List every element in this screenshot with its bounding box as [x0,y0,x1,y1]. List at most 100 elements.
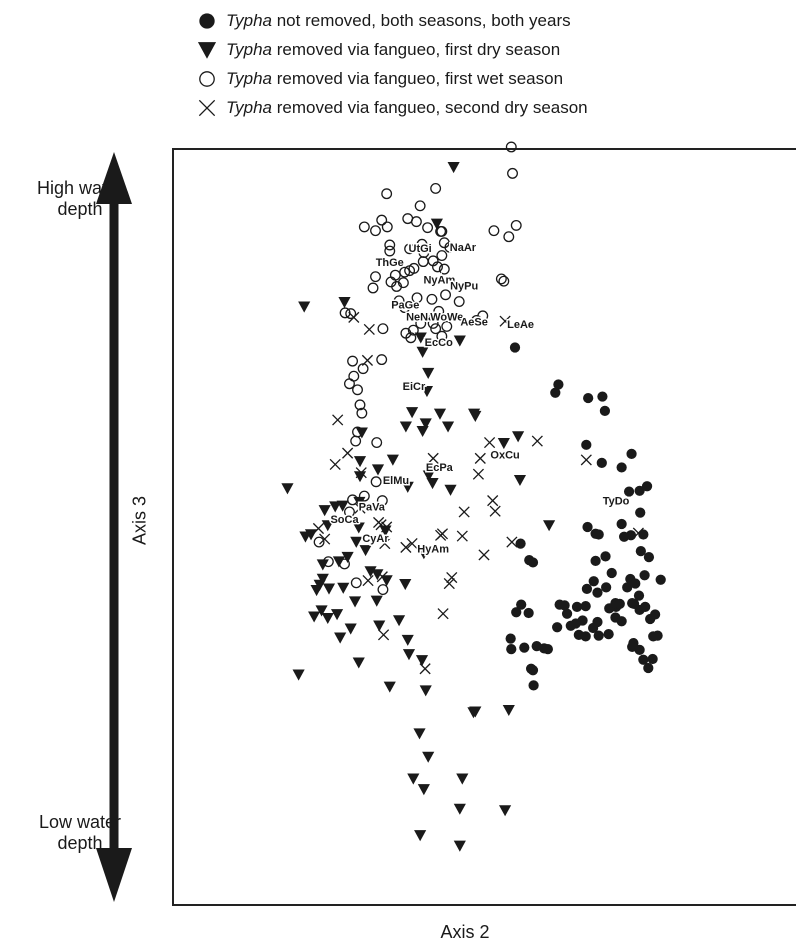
data-point [393,615,405,626]
data-point [589,576,599,586]
data-point [524,608,534,618]
data-point [514,475,526,486]
data-point [401,542,411,552]
species-label: OxCu [490,449,519,461]
data-point [532,641,542,651]
data-point [360,545,372,556]
data-point [454,804,466,815]
data-point [426,478,438,489]
data-point [590,556,600,566]
data-point [507,537,517,547]
data-point [322,613,334,624]
arrow-up-icon [96,152,132,204]
data-point [420,685,432,696]
data-point [311,585,323,596]
data-point [437,251,447,261]
data-point [342,448,352,458]
species-label: CyAr [362,533,389,545]
data-point [434,409,446,420]
data-point [581,440,591,450]
data-point [372,464,384,475]
data-point [510,342,520,352]
data-point [371,226,381,236]
data-point [581,601,591,611]
data-point [473,469,483,479]
data-point [499,276,509,286]
data-point [588,623,598,633]
data-point [454,335,466,346]
data-point [511,221,521,231]
data-point [416,655,428,666]
data-point [581,455,591,465]
species-label: NaAr [450,242,477,254]
data-point [330,459,340,469]
data-point [364,324,374,334]
data-point [413,728,425,739]
data-point [382,189,392,199]
data-point [371,596,383,607]
data-point [323,584,335,595]
data-point [333,415,343,425]
data-point [552,622,562,632]
data-point [506,142,516,152]
data-point [489,226,499,236]
data-point [640,602,650,612]
data-point [528,680,538,690]
data-point [475,453,485,463]
data-point [293,670,305,681]
data-point [391,270,401,280]
species-label: PaGe [391,299,419,311]
data-point [617,616,627,626]
data-point [387,455,399,466]
data-point [407,774,419,785]
data-point [353,385,363,395]
data-point [490,506,500,516]
data-point [635,508,645,518]
data-point [371,477,381,487]
data-point [459,507,469,517]
arrow-down-icon [96,848,132,902]
data-point [349,312,359,322]
data-point [656,575,666,585]
data-point [512,431,524,442]
data-point [574,630,584,640]
data-point [329,501,341,512]
data-point [403,649,415,660]
data-point [572,602,582,612]
species-label: UtGi [409,243,432,255]
species-label: NyPu [450,280,478,292]
data-point [642,481,652,491]
data-point [382,222,392,232]
data-point [504,232,514,242]
data-point [628,638,638,648]
species-label: ElMu [383,475,409,487]
data-point [630,578,640,588]
data-point [418,784,430,795]
data-point [617,519,627,529]
data-point [371,272,381,282]
data-point [308,611,320,622]
species-label: PaVa [359,501,386,513]
data-point [444,485,456,496]
data-point [360,491,370,501]
data-point [313,523,323,533]
water-depth-arrow [96,152,132,902]
data-point [319,505,331,516]
data-point [627,598,637,608]
data-point [506,644,516,654]
data-point [532,436,542,446]
data-point [334,633,346,644]
data-point [378,630,388,640]
species-label: AeSe [460,317,488,329]
series-filled-circle [506,342,666,690]
data-point [484,437,494,447]
data-point [378,324,388,334]
data-point [353,657,365,668]
data-point [400,421,412,432]
data-point [412,217,422,227]
data-point [337,583,349,594]
data-point [378,585,388,595]
data-point [508,169,518,179]
species-label: WoWe [430,311,463,323]
